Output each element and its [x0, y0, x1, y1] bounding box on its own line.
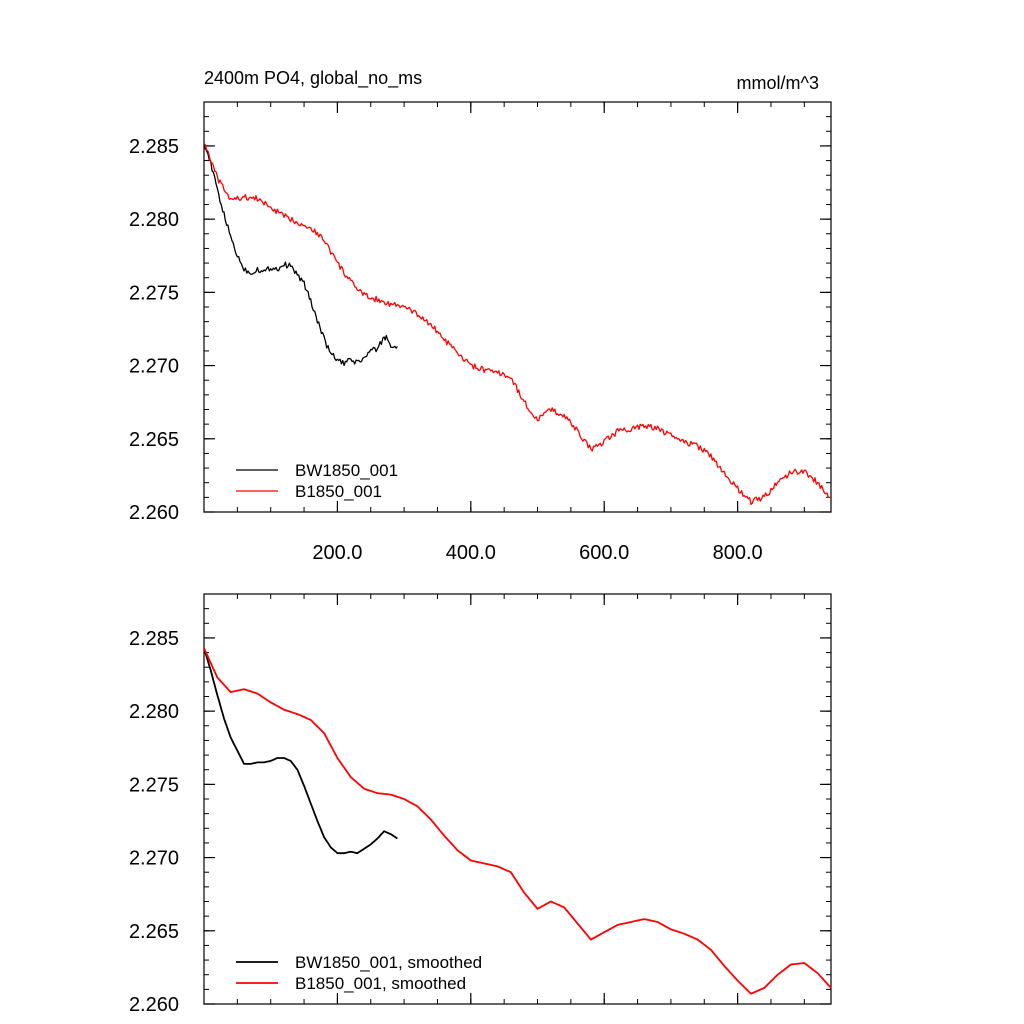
bottom-chart-panel: 2.260 2.265 2.270 2.275 2.280 2.285 BW1850_001…	[129, 593, 832, 1016]
y-tick-label: 2.280	[129, 209, 179, 231]
series-line-b1850-001-smoothed	[203, 647, 832, 995]
y-tick-label: 2.265	[129, 429, 179, 451]
y-tick-label: 2.260	[129, 994, 179, 1016]
y-tick-label: 2.275	[129, 774, 179, 796]
legend-label: B1850_001, smoothed	[295, 974, 466, 993]
legend-label: BW1850_001	[295, 461, 398, 480]
y-tick-label: 2.270	[129, 848, 179, 870]
y-tick-label: 2.260	[129, 502, 179, 524]
plot-frame	[203, 101, 832, 513]
y-tick-label: 2.265	[129, 921, 179, 943]
chart-title: 2400m PO4, global_no_ms	[204, 68, 422, 89]
y-tick-label: 2.285	[129, 628, 179, 650]
series-line-b1850-001	[203, 142, 832, 506]
legend-label: B1850_001	[295, 482, 382, 501]
y-tick-label: 2.275	[129, 282, 179, 304]
x-tick-label: 200.0	[312, 542, 362, 564]
y-tick-label: 2.280	[129, 701, 179, 723]
series-line-bw1850-001-smoothed	[203, 647, 398, 855]
y-tick-label: 2.270	[129, 356, 179, 378]
units-label: mmol/m^3	[737, 73, 819, 93]
x-tick-label: 800.0	[713, 542, 763, 564]
top-chart-panel: 2.260 2.265 2.270 2.275 2.280 2.285 200.0 400.0…	[129, 68, 832, 564]
plot-frame	[203, 593, 832, 1005]
x-tick-label: 600.0	[579, 542, 629, 564]
series-line-bw1850-001	[203, 144, 398, 367]
legend-label: BW1850_001, smoothed	[295, 953, 482, 972]
y-tick-label: 2.285	[129, 136, 179, 158]
x-tick-label: 400.0	[446, 542, 496, 564]
